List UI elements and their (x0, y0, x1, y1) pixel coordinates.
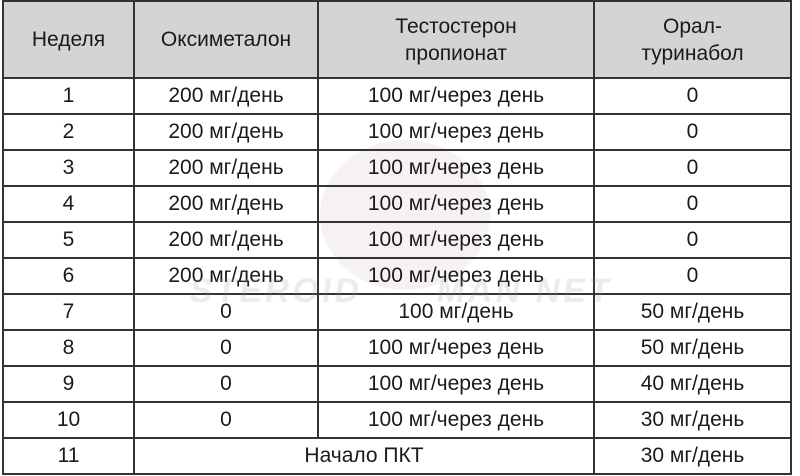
table-cell: 50 мг/день (593, 329, 792, 367)
table-cell: 7 (2, 293, 135, 331)
table-cell: 10 (2, 401, 135, 439)
table-row: 1 200 мг/день 100 мг/через день 0 (2, 77, 792, 115)
table-cell: 0 (593, 149, 792, 187)
table-row: 9 0 100 мг/через день 40 мг/день (2, 365, 792, 403)
table-cell: 100 мг/через день (317, 149, 595, 187)
table-cell: 30 мг/день (593, 437, 792, 475)
table-cell: 100 мг/через день (317, 329, 595, 367)
table-cell: 11 (2, 437, 135, 475)
table-cell: 2 (2, 113, 135, 151)
table-row-pct: 11 Начало ПКТ 30 мг/день (2, 437, 792, 475)
table-row: 10 0 100 мг/через день 30 мг/день (2, 401, 792, 439)
table-cell: 100 мг/через день (317, 401, 595, 439)
table-cell: 6 (2, 257, 135, 295)
table-row: 5 200 мг/день 100 мг/через день 0 (2, 221, 792, 259)
table-row: 4 200 мг/день 100 мг/через день 0 (2, 185, 792, 223)
table-cell: 1 (2, 77, 135, 115)
table-cell: 3 (2, 149, 135, 187)
table-cell: 100 мг/через день (317, 77, 595, 115)
table-cell: 0 (133, 293, 319, 331)
table-row: 8 0 100 мг/через день 50 мг/день (2, 329, 792, 367)
table-cell: 0 (593, 185, 792, 223)
header-testosterone-label: Тестостерон пропионат (395, 14, 517, 65)
table-cell: 200 мг/день (133, 149, 319, 187)
table-cell: 200 мг/день (133, 221, 319, 259)
table-cell: 4 (2, 185, 135, 223)
table-cell: 9 (2, 365, 135, 403)
table-cell: 200 мг/день (133, 185, 319, 223)
table-cell: 0 (133, 329, 319, 367)
header-turinabol: Орал-туринабол (593, 0, 792, 79)
header-oxymetholone: Оксиметалон (133, 0, 319, 79)
table-cell: 100 мг/через день (317, 113, 595, 151)
table-cell: Начало ПКТ (133, 437, 595, 475)
table-row: 7 0 100 мг/день 50 мг/день (2, 293, 792, 331)
table-cell: 0 (593, 221, 792, 259)
table-cell: 0 (593, 257, 792, 295)
table-cell: 100 мг/через день (317, 257, 595, 295)
table-cell: 8 (2, 329, 135, 367)
table-row: 2 200 мг/день 100 мг/через день 0 (2, 113, 792, 151)
header-testosterone: Тестостерон пропионат (317, 0, 595, 79)
table-cell: 0 (593, 77, 792, 115)
table-cell: 40 мг/день (593, 365, 792, 403)
header-week: Неделя (2, 0, 135, 79)
table-cell: 0 (593, 113, 792, 151)
table-cell: 30 мг/день (593, 401, 792, 439)
table-cell: 100 мг/через день (317, 365, 595, 403)
table-row: 6 200 мг/день 100 мг/через день 0 (2, 257, 792, 295)
table-cell: 0 (133, 365, 319, 403)
table-cell: 200 мг/день (133, 113, 319, 151)
header-turinabol-label: Орал-туринабол (641, 14, 744, 65)
table-cell: 50 мг/день (593, 293, 792, 331)
table-cell: 5 (2, 221, 135, 259)
table-cell: 100 мг/через день (317, 221, 595, 259)
table-cell: 0 (133, 401, 319, 439)
table-row: 3 200 мг/день 100 мг/через день 0 (2, 149, 792, 187)
table-cell: 100 мг/день (317, 293, 595, 331)
header-row: Неделя Оксиметалон Тестостерон пропионат… (2, 0, 792, 79)
table-cell: 200 мг/день (133, 257, 319, 295)
table-cell: 100 мг/через день (317, 185, 595, 223)
table-cell: 200 мг/день (133, 77, 319, 115)
